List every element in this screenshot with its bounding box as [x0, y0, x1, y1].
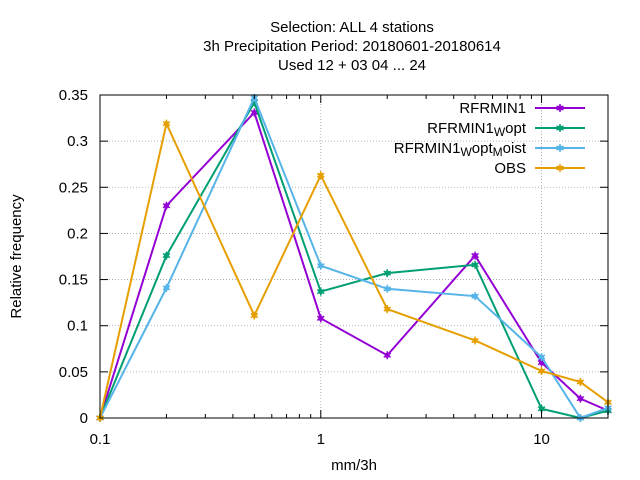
- data-point-marker: [471, 292, 479, 301]
- series-lines: [96, 93, 612, 422]
- y-axis-label: Relative frequency: [8, 194, 25, 319]
- legend-marker-star: [556, 124, 564, 132]
- data-point-marker: [316, 261, 325, 270]
- data-point-marker: [162, 201, 171, 210]
- series-obs: [96, 119, 612, 422]
- legend-label: OBS: [494, 160, 526, 177]
- y-tick-label: 0.3: [67, 133, 88, 150]
- series-line: [99, 99, 609, 420]
- legend-marker-star: [556, 144, 564, 152]
- data-point-marker: [316, 287, 325, 296]
- y-tick-label: 0.35: [59, 87, 88, 104]
- grid-lines: [100, 95, 608, 418]
- series-rfrmin1-wopt: [96, 98, 612, 422]
- y-tick-label: 0.15: [59, 272, 88, 289]
- data-point-marker: [471, 336, 479, 345]
- data-point-marker: [576, 378, 585, 387]
- legend-label: RFRMIN1WoptMoist: [394, 140, 527, 159]
- x-axis-label: mm/3h: [331, 457, 377, 474]
- data-point-marker: [162, 283, 171, 292]
- data-point-marker: [383, 305, 392, 314]
- data-point-marker: [162, 119, 171, 128]
- series-rfrmin1: [96, 108, 612, 422]
- legend-marker-star: [556, 164, 564, 172]
- data-point-marker: [471, 260, 479, 269]
- y-tick-label: 0.05: [59, 364, 88, 381]
- series-line: [99, 120, 609, 419]
- x-tick-label: 0.1: [90, 431, 111, 448]
- data-point-marker: [576, 394, 585, 403]
- y-tick-label: 0.25: [59, 179, 88, 196]
- data-point-marker: [316, 171, 325, 180]
- data-point-marker: [537, 353, 546, 362]
- axis-ticks: 0 0.05 0.1 0.15 0.2 0.25 0.3 0.35 0.1 1 10: [59, 87, 609, 448]
- data-point-marker: [162, 251, 171, 260]
- data-point-marker: [383, 284, 392, 293]
- y-tick-label: 0.2: [67, 225, 88, 242]
- legend-label: RFRMIN1Wopt: [427, 120, 527, 139]
- legend-label: RFRMIN1: [459, 100, 526, 117]
- data-point-marker: [250, 311, 259, 320]
- legend-marker-star: [556, 104, 564, 112]
- title-line: Used 12 + 03 04 ... 24: [278, 57, 426, 74]
- x-tick-label: 1: [317, 431, 325, 448]
- title-line: 3h Precipitation Period: 20180601-201806…: [203, 38, 501, 55]
- data-point-marker: [537, 366, 546, 375]
- plot-frame: [99, 94, 609, 419]
- series-rfrmin1-wopt-moist: [96, 93, 612, 422]
- data-point-marker: [383, 269, 392, 278]
- chart-title: Selection: ALL 4 stations 3h Precipitatio…: [203, 19, 501, 74]
- data-point-marker: [471, 251, 479, 260]
- title-line: Selection: ALL 4 stations: [270, 19, 434, 36]
- data-point-marker: [383, 351, 392, 360]
- y-tick-label: 0: [80, 410, 88, 427]
- data-point-marker: [316, 314, 325, 323]
- y-tick-label: 0.1: [67, 318, 88, 335]
- x-tick-label: 10: [533, 431, 550, 448]
